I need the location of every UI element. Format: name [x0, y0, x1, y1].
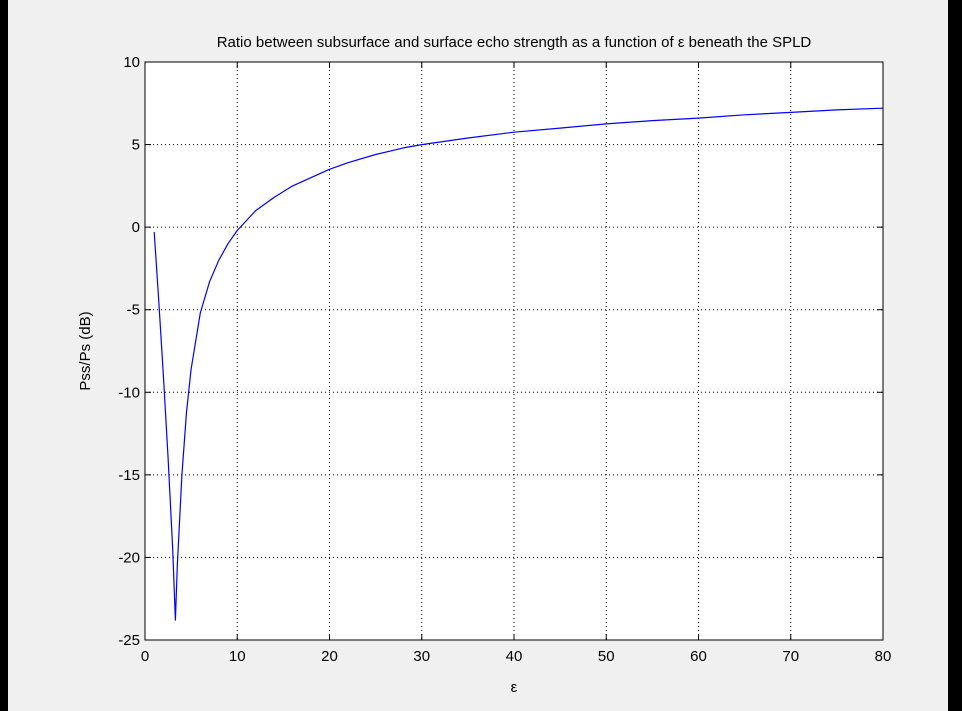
y-tick-label: -15 [118, 467, 140, 484]
y-axis-label: Pss/Ps (dB) [77, 311, 94, 390]
y-tick-label: -5 [127, 302, 140, 319]
y-tick-label: -25 [118, 632, 140, 649]
figure: 0 10 20 30 40 50 60 70 80 10 5 0 -5 -10 -15 -20 -25 Rati… [8, 0, 948, 711]
x-tick-label: 30 [413, 648, 430, 665]
x-tick-label: 40 [506, 648, 523, 665]
x-tick-label: 70 [782, 648, 799, 665]
x-tick-label: 50 [598, 648, 615, 665]
x-tick-label: 20 [321, 648, 338, 665]
x-tick-label: 0 [141, 648, 149, 665]
x-tick-label: 60 [690, 648, 707, 665]
y-tick-label: 0 [132, 219, 140, 236]
x-axis-label: ε [511, 679, 518, 696]
y-tick-label: 5 [132, 137, 140, 154]
x-tick-label: 80 [875, 648, 892, 665]
x-tick-label: 10 [229, 648, 246, 665]
grid [145, 62, 883, 640]
y-tick-label: -20 [118, 549, 140, 566]
series-layer [153, 107, 884, 621]
y-tick-label: -10 [118, 384, 140, 401]
chart-title: Ratio between subsurface and surface ech… [217, 34, 812, 51]
series-line-0 [153, 107, 884, 621]
y-tick-label: 10 [123, 54, 140, 71]
